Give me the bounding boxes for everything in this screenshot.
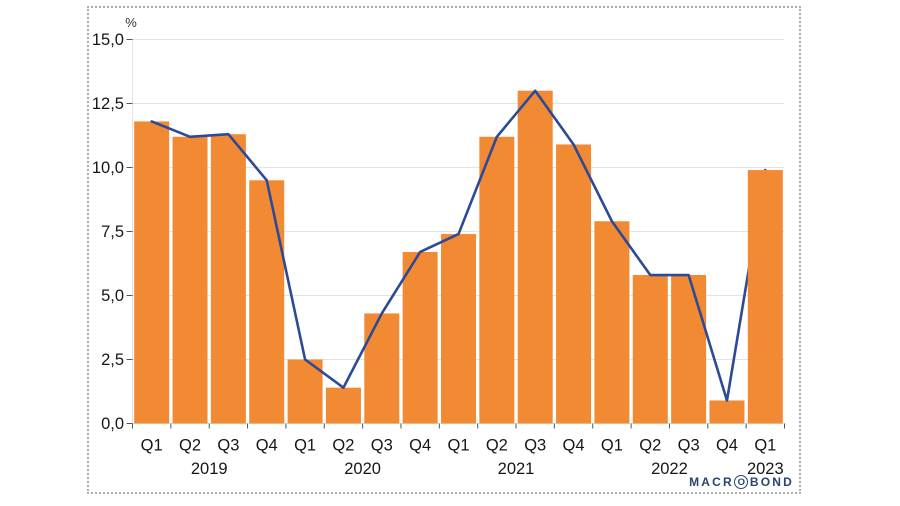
bar-2022-q1 bbox=[594, 221, 630, 424]
y-tick-label: 12,5 bbox=[92, 95, 124, 113]
x-tick-label: Q4 bbox=[716, 437, 738, 455]
y-tick-label: 15,0 bbox=[92, 31, 124, 49]
x-tick-label: Q1 bbox=[447, 437, 469, 455]
x-tick-label: Q4 bbox=[409, 437, 431, 455]
x-tick-label: Q1 bbox=[601, 437, 623, 455]
x-tick-label: Q1 bbox=[754, 437, 776, 455]
line-series bbox=[150, 89, 767, 402]
x-tick-label: Q2 bbox=[639, 437, 661, 455]
x-tick-label: Q1 bbox=[141, 437, 163, 455]
bar-2019-q1 bbox=[134, 121, 170, 424]
bar-series bbox=[134, 90, 745, 424]
year-label: 2021 bbox=[498, 460, 535, 478]
y-axis-unit-label: % bbox=[125, 15, 137, 30]
bar-2022-q2 bbox=[632, 275, 668, 424]
axis-ticks bbox=[126, 39, 785, 429]
bar-2019-q4 bbox=[249, 180, 285, 424]
y-tick-label: 10,0 bbox=[92, 159, 124, 177]
bar-2020-q3 bbox=[364, 313, 400, 424]
year-label: 2022 bbox=[651, 460, 688, 478]
bar-2022-q3 bbox=[671, 275, 707, 424]
bar-2022-q4 bbox=[709, 400, 745, 424]
bar-2021-q2 bbox=[479, 136, 515, 424]
bar-2021-q4 bbox=[556, 144, 592, 424]
bar-2021-q1 bbox=[441, 234, 476, 424]
year-label: 2020 bbox=[344, 460, 381, 478]
x-tick-label: Q1 bbox=[294, 437, 316, 455]
bar-2023-q1 bbox=[747, 170, 783, 424]
bar-2020-q2 bbox=[325, 387, 361, 424]
year-label: 2023 bbox=[747, 460, 784, 478]
logo-o-ring-icon: O bbox=[734, 475, 749, 489]
x-tick-label: Q3 bbox=[524, 437, 546, 455]
logo-letter-o: O bbox=[737, 476, 746, 488]
bar-2021-q3 bbox=[517, 90, 553, 424]
bar-2020-q4 bbox=[402, 251, 438, 424]
x-tick-label: Q3 bbox=[217, 437, 239, 455]
x-tick-label: Q2 bbox=[179, 437, 201, 455]
x-tick-label: Q3 bbox=[371, 437, 393, 455]
x-tick-label: Q2 bbox=[486, 437, 508, 455]
bar-2019-q2 bbox=[172, 136, 208, 424]
bar-2019-q3 bbox=[210, 134, 246, 424]
y-tick-label: 2,5 bbox=[101, 351, 124, 369]
x-tick-label: Q4 bbox=[256, 437, 278, 455]
bar-2020-q1 bbox=[287, 359, 323, 424]
y-tick-label: 7,5 bbox=[101, 223, 124, 241]
x-tick-label: Q3 bbox=[678, 437, 700, 455]
axis-labels: 0,0 2,5 5,0 7,5 10,0 12,5 15,0 Q1 Q2 Q3 Q4 Q1 Q2 Q3 Q4… bbox=[92, 31, 784, 478]
logo-text-bond: BOND bbox=[749, 475, 794, 489]
x-tick-label: Q2 bbox=[332, 437, 354, 455]
y-tick-label: 0,0 bbox=[101, 415, 124, 433]
logo-text-macr: MACR bbox=[689, 475, 734, 489]
y-tick-label: 5,0 bbox=[101, 287, 124, 305]
macrobond-logo: MACR O BOND bbox=[689, 475, 794, 489]
year-label: 2019 bbox=[191, 460, 228, 478]
x-tick-label: Q4 bbox=[563, 437, 585, 455]
